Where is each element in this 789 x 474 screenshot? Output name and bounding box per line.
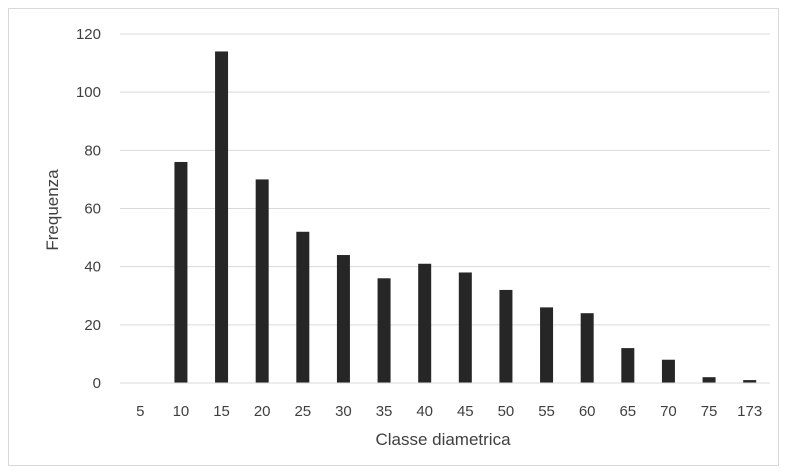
x-tick-label: 75 [701, 403, 718, 420]
y-tick-label: 100 [76, 84, 101, 101]
y-tick-label: 80 [84, 142, 101, 159]
bar-15 [215, 51, 229, 383]
bar-60 [580, 313, 594, 383]
x-tick-label: 25 [294, 403, 311, 420]
y-tick-labels: 0 20 40 60 80 100 120 [76, 26, 101, 392]
bar-173 [743, 380, 757, 383]
chart-frame [8, 8, 779, 466]
x-tick-label: 20 [254, 403, 271, 420]
y-tick-label: 60 [84, 201, 101, 218]
x-tick-label: 15 [213, 403, 230, 420]
x-tick-label: 35 [376, 403, 393, 420]
bar-25 [296, 231, 310, 383]
x-tick-label: 60 [579, 403, 596, 420]
bar-40 [418, 263, 432, 383]
x-tick-label: 5 [136, 403, 144, 420]
y-tick-label: 40 [84, 259, 101, 276]
bar-35 [377, 278, 391, 383]
bar-55 [540, 307, 554, 383]
y-tick-label: 20 [84, 317, 101, 334]
x-tick-label: 65 [619, 403, 636, 420]
x-tick-label: 70 [660, 403, 677, 420]
bar-70 [661, 359, 675, 383]
y-tick-label: 0 [93, 375, 101, 392]
x-tick-label: 173 [737, 403, 762, 420]
bar-50 [499, 289, 513, 383]
bar-45 [458, 272, 472, 383]
x-axis-title: Classe diametrica [375, 430, 511, 449]
x-tick-labels: 5 10 15 20 25 30 35 40 45 50 55 60 65 70 75 173 [136, 403, 762, 420]
bar-65 [621, 348, 635, 383]
bar-20 [255, 179, 269, 383]
x-tick-label: 30 [335, 403, 352, 420]
x-tick-label: 55 [538, 403, 555, 420]
x-tick-label: 45 [457, 403, 474, 420]
gridlines [120, 33, 770, 326]
x-tick-label: 40 [416, 403, 433, 420]
bar-30 [336, 255, 350, 383]
bar-75 [702, 377, 716, 383]
x-tick-label: 10 [173, 403, 190, 420]
bar-10 [174, 161, 188, 383]
y-axis-title: Frequenza [43, 169, 62, 251]
x-tick-label: 50 [498, 403, 515, 420]
bars [174, 51, 757, 383]
y-tick-label: 120 [76, 26, 101, 43]
